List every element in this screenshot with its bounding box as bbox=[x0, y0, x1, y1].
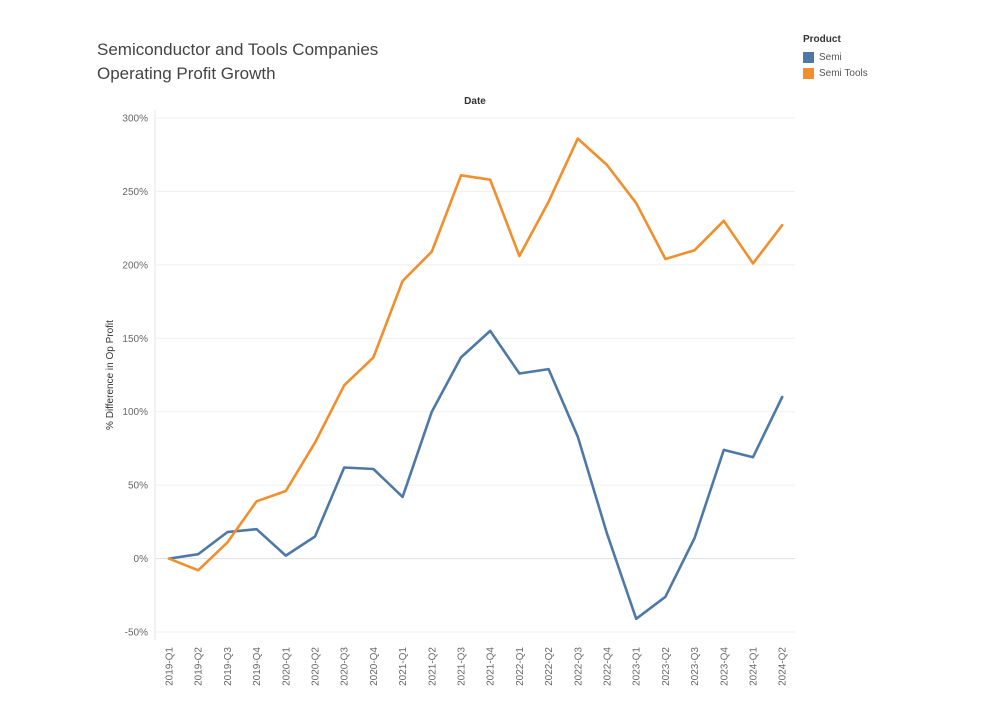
x-tick-label: 2021-Q4 bbox=[486, 647, 497, 686]
y-tick-label: 50% bbox=[128, 481, 148, 492]
y-tick-label: 0% bbox=[134, 554, 149, 565]
legend-item-semi[interactable]: Semi bbox=[803, 49, 868, 65]
series-line-semi-tools bbox=[167, 137, 784, 572]
legend: Product Semi Semi Tools bbox=[803, 34, 868, 81]
x-tick-label: 2020-Q4 bbox=[369, 647, 380, 686]
x-tick-label: 2019-Q3 bbox=[223, 647, 234, 686]
x-axis-title: Date bbox=[464, 96, 486, 107]
x-tick-label: 2022-Q3 bbox=[573, 647, 584, 686]
chart-title-line-2: Operating Profit Growth bbox=[97, 64, 276, 83]
legend-item-semi-tools[interactable]: Semi Tools bbox=[803, 65, 868, 81]
x-tick-label: 2023-Q3 bbox=[690, 647, 701, 686]
y-tick-label: 250% bbox=[122, 187, 148, 198]
x-tick-label: 2019-Q2 bbox=[194, 647, 205, 686]
x-tick-label: 2023-Q4 bbox=[719, 647, 730, 686]
x-tick-label: 2019-Q4 bbox=[252, 647, 263, 686]
x-tick-label: 2021-Q3 bbox=[457, 647, 468, 686]
x-tick-label: 2020-Q2 bbox=[311, 647, 322, 686]
x-tick-label: 2020-Q3 bbox=[340, 647, 351, 686]
y-tick-label: 200% bbox=[122, 260, 148, 271]
y-tick-label: 150% bbox=[122, 334, 148, 345]
x-tick-label: 2023-Q1 bbox=[632, 647, 643, 686]
chart-title-line-1: Semiconductor and Tools Companies bbox=[97, 40, 379, 59]
legend-swatch-semi bbox=[803, 51, 814, 63]
series-line-semi bbox=[167, 329, 784, 621]
y-axis-title: % Difference in Op Profit bbox=[105, 320, 116, 430]
legend-label-semi-tools: Semi Tools bbox=[819, 67, 868, 79]
legend-title: Product bbox=[803, 34, 841, 45]
x-tick-label: 2020-Q1 bbox=[281, 647, 292, 686]
x-tick-label: 2024-Q1 bbox=[749, 647, 760, 686]
x-tick-label: 2021-Q1 bbox=[398, 647, 409, 686]
x-tick-label: 2022-Q1 bbox=[515, 647, 526, 686]
x-tick-label: 2022-Q2 bbox=[544, 647, 555, 686]
x-tick-label: 2024-Q2 bbox=[778, 647, 789, 686]
x-tick-label: 2019-Q1 bbox=[165, 647, 176, 686]
y-tick-label: -50% bbox=[125, 628, 148, 639]
chart-title: Semiconductor and Tools Companies Operat… bbox=[97, 38, 378, 86]
y-tick-label: 100% bbox=[122, 407, 148, 418]
x-tick-label: 2023-Q2 bbox=[661, 647, 672, 686]
y-tick-label: 300% bbox=[122, 114, 148, 125]
x-tick-label: 2021-Q2 bbox=[427, 647, 438, 686]
legend-label-semi: Semi bbox=[819, 51, 842, 63]
x-tick-label: 2022-Q4 bbox=[603, 647, 614, 686]
legend-swatch-semi-tools bbox=[803, 67, 814, 79]
